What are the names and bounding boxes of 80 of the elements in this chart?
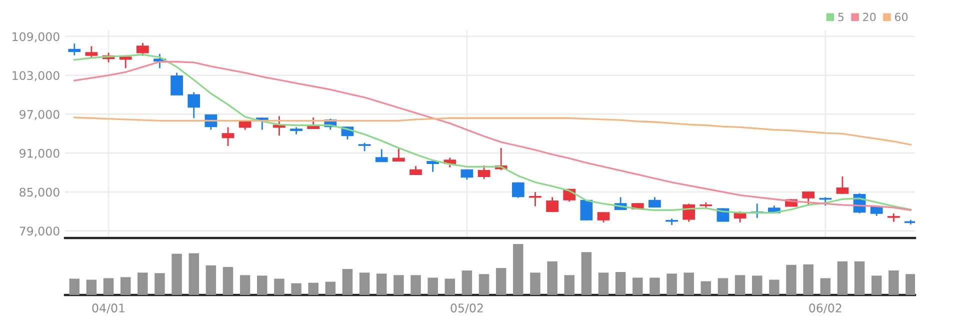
- y-tick-label: 103,000: [12, 71, 60, 82]
- bar: [478, 274, 490, 295]
- candlestick: [682, 202, 696, 222]
- bar: [410, 275, 421, 295]
- bar: [496, 268, 506, 295]
- bar: [803, 264, 814, 295]
- bar: [138, 272, 148, 295]
- bar: [308, 282, 318, 295]
- bar: [342, 269, 353, 295]
- bar: [325, 282, 336, 295]
- bar: [394, 275, 404, 295]
- bar: [444, 278, 456, 295]
- candlestick: [68, 42, 81, 56]
- bar: [650, 278, 660, 295]
- candlestick: [802, 191, 815, 206]
- y-tick-label: 79,000: [20, 226, 60, 237]
- candlestick: [188, 92, 200, 119]
- bar: [206, 265, 216, 295]
- bar: [222, 266, 234, 295]
- candlestick: [273, 115, 286, 136]
- bar: [359, 272, 370, 295]
- bar: [86, 280, 97, 295]
- candlestick: [170, 72, 183, 96]
- y-tick-label: 85,000: [20, 188, 60, 198]
- bar: [854, 261, 865, 295]
- candlestick: [478, 164, 490, 180]
- bar: [581, 252, 592, 295]
- bar: [154, 273, 165, 295]
- bar: [257, 276, 268, 295]
- candlestick: [85, 46, 98, 60]
- bar: [240, 275, 250, 295]
- x-tick-label: 04/01: [92, 304, 124, 314]
- bar: [547, 261, 558, 295]
- bar: [428, 278, 438, 295]
- bar: [564, 275, 574, 295]
- candlestick: [836, 176, 849, 195]
- candlestick: [512, 182, 524, 199]
- bar: [700, 281, 712, 295]
- bar: [837, 261, 848, 295]
- bar: [462, 270, 472, 295]
- bar: [291, 283, 302, 295]
- candlestick: [529, 191, 542, 207]
- legend-label: 60: [894, 12, 908, 22]
- bar: [906, 274, 915, 295]
- bar: [666, 274, 677, 295]
- y-tick-label: 91,000: [20, 148, 60, 159]
- legend-label: 20: [863, 12, 876, 22]
- bar: [530, 272, 540, 295]
- x-tick-label: 05/02: [450, 304, 483, 314]
- bar: [684, 272, 694, 295]
- candlestick: [136, 42, 149, 57]
- bar: [871, 276, 882, 295]
- bar: [820, 278, 831, 295]
- bar: [513, 244, 524, 295]
- candlestick: [375, 148, 388, 162]
- bar: [769, 280, 780, 295]
- bar: [274, 278, 284, 295]
- bar: [752, 276, 762, 295]
- x-tick-label: 06/02: [809, 304, 842, 314]
- bar: [718, 278, 728, 295]
- candlestick: [222, 126, 234, 147]
- bar: [598, 272, 609, 295]
- bar: [615, 272, 626, 295]
- candlestick: [597, 211, 610, 224]
- bar: [69, 278, 80, 295]
- legend-label: 5: [838, 12, 844, 22]
- bar: [103, 278, 114, 295]
- y-tick-label: 109,000: [12, 32, 60, 42]
- bar: [632, 278, 643, 295]
- bar: [376, 274, 387, 295]
- bar: [172, 254, 182, 295]
- bar: [888, 270, 899, 295]
- candlestick: [392, 148, 405, 162]
- bar: [786, 264, 796, 295]
- bar: [188, 253, 199, 295]
- bar: [734, 275, 746, 295]
- candlestick: [119, 54, 132, 69]
- y-tick-label: 97,000: [20, 110, 60, 120]
- candlestick: [546, 196, 558, 213]
- bar: [120, 277, 131, 295]
